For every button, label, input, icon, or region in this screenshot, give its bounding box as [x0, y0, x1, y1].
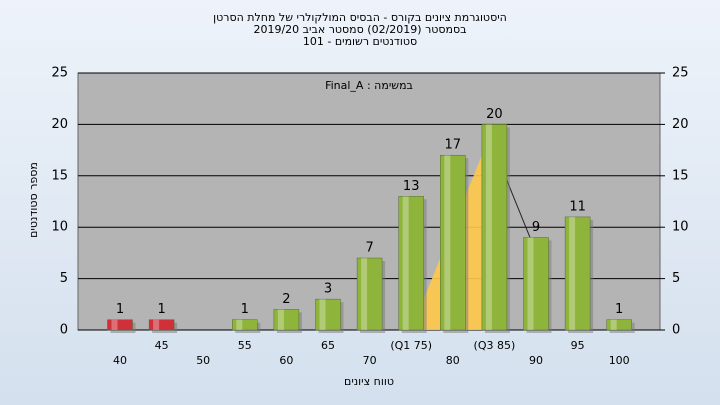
bar	[606, 319, 632, 331]
y2-tick-label: 20	[672, 117, 689, 132]
bar	[273, 309, 300, 331]
quartile-band	[411, 124, 495, 331]
value-label: 11	[569, 199, 586, 214]
value-label: 9	[532, 220, 540, 235]
x-tick-label: (Q1 75)	[390, 339, 432, 352]
y2-tick-label: 5	[672, 271, 680, 286]
x-tick-label: (Q3 85)	[474, 339, 516, 352]
x-tick-label: 40	[113, 354, 127, 367]
y2-tick-label: 25	[672, 66, 689, 81]
bar-highlight	[402, 196, 409, 330]
x-tick-label: 100	[609, 354, 630, 367]
bar	[564, 216, 591, 331]
x-tick-label: 65	[321, 339, 335, 352]
y-tick-label: 20	[51, 117, 68, 132]
x-tick-label: 70	[363, 354, 377, 367]
x-tick-label: 60	[279, 354, 293, 367]
y-tick-label: 15	[51, 168, 68, 183]
bar-highlight	[319, 299, 326, 330]
y2-tick-label: 10	[672, 220, 689, 235]
bar-highlight	[277, 309, 284, 330]
value-label: 1	[157, 302, 165, 317]
bar-highlight	[361, 258, 368, 330]
value-label: 7	[365, 241, 373, 256]
bar	[481, 124, 508, 331]
y2-tick-label: 15	[672, 168, 689, 183]
value-label: 1	[116, 302, 124, 317]
bar-highlight	[153, 319, 160, 330]
value-label: 13	[403, 179, 420, 194]
y-tick-label: 10	[51, 220, 68, 235]
x-tick-label: 50	[196, 354, 210, 367]
bar-highlight	[444, 155, 451, 330]
value-label: 3	[324, 282, 332, 297]
bar	[523, 237, 549, 331]
bar-highlight	[527, 237, 534, 330]
x-tick-label: 80	[446, 354, 460, 367]
bar-highlight	[236, 319, 243, 330]
bar	[232, 319, 258, 331]
y-tick-label: 0	[60, 323, 68, 338]
bar	[315, 298, 341, 331]
bar-highlight	[610, 319, 617, 330]
y-tick-label: 5	[60, 271, 68, 286]
annotation: במשימה : Final_A	[325, 79, 413, 92]
y-tick-label: 25	[51, 66, 68, 81]
bar	[440, 154, 466, 331]
title-line: סטודנטים רשומים - 101	[303, 35, 417, 48]
bar-highlight	[111, 319, 118, 330]
y-axis-label: מספר סטודנטים	[27, 162, 40, 238]
value-label: 20	[486, 107, 503, 122]
x-axis-label: טווח ציונים	[344, 375, 394, 388]
value-label: 2	[282, 292, 290, 307]
x-tick-label: 45	[155, 339, 169, 352]
x-tick-label: 95	[571, 339, 585, 352]
bar-highlight	[569, 216, 576, 330]
title-line: בסמסטר (02/2019) סמסטר אביב 2019/20	[253, 23, 466, 36]
bar	[356, 257, 383, 331]
bar-highlight	[485, 124, 492, 331]
x-tick-label: 90	[529, 354, 543, 367]
value-label: 1	[241, 302, 249, 317]
bar	[107, 319, 133, 331]
title-line: היסטוגרמת ציונים בקורס - הבסיס המולקולרי…	[213, 11, 507, 24]
y2-tick-label: 0	[672, 323, 680, 338]
value-label: 17	[445, 138, 462, 153]
value-label: 1	[615, 302, 623, 317]
bar	[148, 319, 175, 331]
x-tick-label: 55	[238, 339, 252, 352]
bar	[398, 196, 424, 331]
